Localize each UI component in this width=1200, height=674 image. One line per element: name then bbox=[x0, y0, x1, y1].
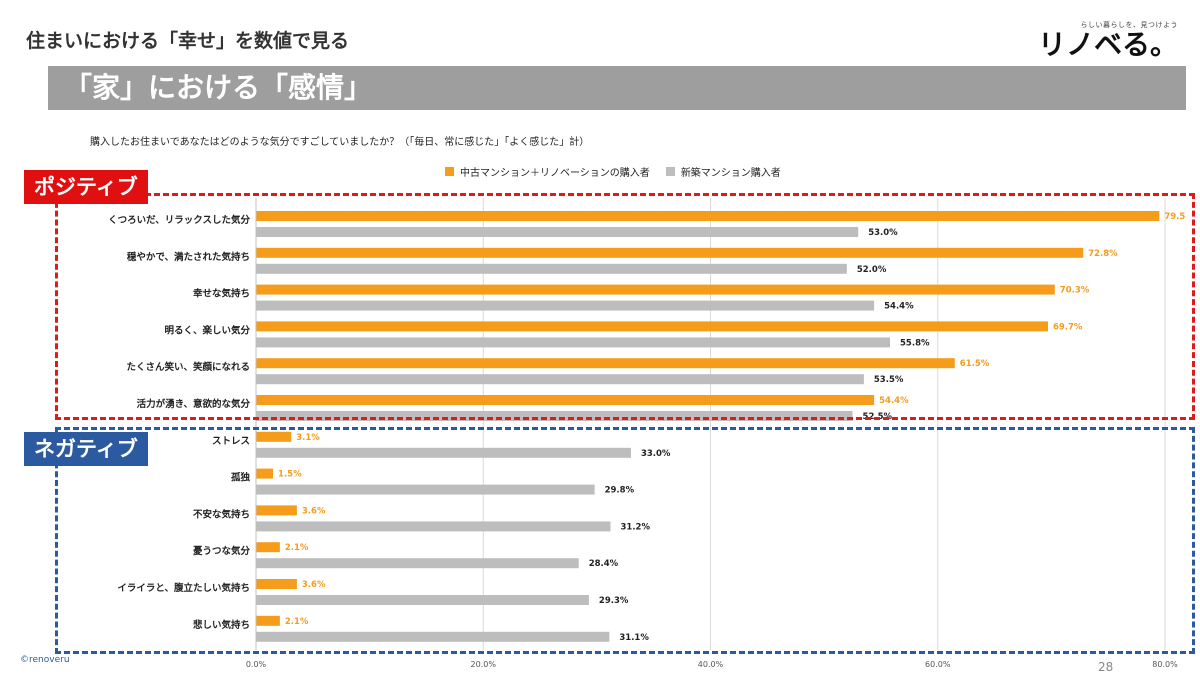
data-label-series2: 52.0% bbox=[857, 265, 887, 275]
bar-series2 bbox=[256, 374, 864, 385]
legend-item-series2: 新築マンション購入者 bbox=[665, 164, 781, 179]
data-label-series2: 28.4% bbox=[589, 559, 619, 569]
x-tick-label: 60.0% bbox=[925, 660, 951, 669]
category-label: 幸せな気持ち bbox=[193, 288, 250, 300]
logo-tagline: らしい暮らしを、見つけよう bbox=[1080, 21, 1178, 29]
data-label-series1: 3.6% bbox=[302, 506, 326, 516]
positive-group-label: ポジティブ bbox=[24, 170, 148, 204]
data-label-series1: 3.6% bbox=[302, 580, 326, 590]
category-label: イライラと、腹立たしい気持ち bbox=[117, 582, 250, 594]
brand-logo: らしい暮らしを、見つけよう リノベる。 bbox=[1038, 20, 1178, 60]
page-number: 28 bbox=[1098, 660, 1114, 674]
data-label-series2: 53.0% bbox=[868, 228, 898, 238]
copyright: ©renoveru bbox=[20, 655, 70, 665]
category-label: たくさん笑い、笑顔になれる bbox=[126, 361, 250, 373]
bar-series1 bbox=[256, 358, 955, 369]
data-label-series1: 54.4% bbox=[879, 396, 909, 406]
bar-series1 bbox=[256, 468, 274, 479]
data-label-series2: 31.1% bbox=[619, 633, 649, 643]
chart-legend: 中古マンション＋リノベーションの購入者 新築マンション購入者 bbox=[445, 164, 781, 179]
bar-series1 bbox=[256, 505, 297, 516]
category-label: 悲しい気持ち bbox=[193, 619, 250, 631]
bar-series1 bbox=[256, 431, 292, 442]
bar-series1 bbox=[256, 247, 1084, 258]
data-label-series1: 1.5% bbox=[278, 470, 302, 480]
x-tick-label: 20.0% bbox=[471, 660, 497, 669]
data-label-series1: 3.1% bbox=[296, 433, 320, 443]
bar-series2 bbox=[256, 411, 853, 421]
bar-series2 bbox=[256, 263, 847, 274]
bar-series2 bbox=[256, 558, 579, 569]
category-label: 穏やかで、満たされた気持ち bbox=[127, 251, 250, 263]
bar-series2 bbox=[256, 227, 859, 237]
data-label-series1: 69.7% bbox=[1053, 322, 1083, 332]
section-banner: 「家」における「感情」 bbox=[48, 66, 1186, 110]
data-label-series1: 79.5 bbox=[1164, 212, 1185, 222]
data-label-series2: 31.2% bbox=[621, 522, 651, 532]
data-label-series1: 70.3% bbox=[1060, 286, 1090, 296]
data-label-series1: 72.8% bbox=[1088, 249, 1118, 259]
category-label: 明るく、楽しい気分 bbox=[164, 324, 250, 336]
legend-label-series2: 新築マンション購入者 bbox=[680, 168, 781, 179]
bar-series1 bbox=[256, 284, 1055, 295]
legend-swatch-series1 bbox=[445, 167, 454, 176]
data-label-series1: 61.5% bbox=[960, 359, 990, 369]
category-label: 不安な気持ち bbox=[193, 508, 250, 520]
bar-series2 bbox=[256, 631, 610, 642]
bar-series1 bbox=[256, 615, 280, 626]
data-label-series2: 33.0% bbox=[641, 449, 671, 459]
x-tick-label: 40.0% bbox=[698, 660, 724, 669]
survey-question: 購入したお住まいであなたはどのような気分ですごしていましたか？（「毎日、常に感じ… bbox=[90, 137, 590, 148]
legend-item-series1: 中古マンション＋リノベーションの購入者 bbox=[445, 164, 650, 179]
bar-series2 bbox=[256, 521, 611, 532]
bar-series1 bbox=[256, 542, 280, 553]
bar-series2 bbox=[256, 337, 891, 348]
legend-label-series1: 中古マンション＋リノベーションの購入者 bbox=[460, 168, 650, 179]
page-title: 住まいにおける「幸せ」を数値で見る bbox=[26, 30, 350, 52]
data-label-series2: 29.8% bbox=[605, 486, 635, 496]
data-label-series2: 54.4% bbox=[884, 302, 914, 312]
data-label-series1: 2.1% bbox=[285, 543, 309, 553]
negative-group-box bbox=[55, 427, 1195, 654]
x-tick-label: 0.0% bbox=[246, 660, 267, 669]
category-label: ストレス bbox=[212, 436, 250, 447]
legend-swatch-series2 bbox=[665, 167, 675, 176]
bar-series1 bbox=[256, 211, 1160, 221]
category-label: 孤独 bbox=[231, 472, 251, 484]
bar-series2 bbox=[256, 595, 589, 605]
negative-group-label: ネガティブ bbox=[24, 432, 148, 466]
data-label-series2: 53.5% bbox=[874, 375, 904, 385]
bar-series2 bbox=[256, 300, 875, 311]
category-label: くつろいだ、リラックスした気分 bbox=[108, 214, 250, 226]
data-label-series1: 2.1% bbox=[285, 617, 309, 627]
category-label: 憂うつな気分 bbox=[193, 545, 251, 557]
bar-series2 bbox=[256, 447, 631, 458]
data-label-series2: 55.8% bbox=[900, 338, 930, 348]
bar-series2 bbox=[256, 484, 595, 495]
bar-series1 bbox=[256, 579, 297, 589]
category-label: 活力が湧き、意欲的な気分 bbox=[137, 398, 251, 410]
positive-group-box bbox=[55, 193, 1195, 420]
data-label-series2: 29.3% bbox=[599, 596, 629, 606]
bar-series1 bbox=[256, 321, 1048, 332]
logo-text: リノベる。 bbox=[1037, 28, 1178, 61]
bar-series1 bbox=[256, 395, 875, 405]
x-tick-label: 80.0% bbox=[1152, 660, 1178, 669]
